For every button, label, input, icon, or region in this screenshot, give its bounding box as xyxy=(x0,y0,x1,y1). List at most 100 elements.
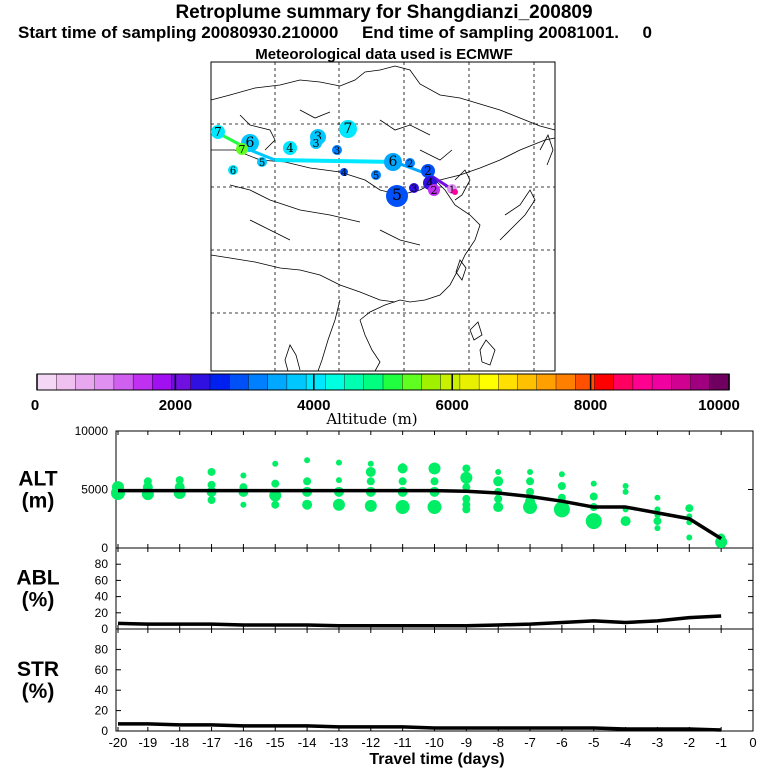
cluster-point xyxy=(526,477,535,486)
cluster-point xyxy=(430,477,439,486)
map-cluster-label: 2 xyxy=(407,159,413,170)
y-tick-label: 0 xyxy=(101,541,108,555)
cluster-point xyxy=(686,534,693,541)
map-cluster-label: 5 xyxy=(392,185,402,204)
panel-y-label: (m) xyxy=(22,490,55,513)
map-cluster-marker xyxy=(236,143,248,155)
x-tick-label: -20 xyxy=(109,735,128,750)
cluster-point xyxy=(654,525,661,532)
map-cluster-marker xyxy=(332,145,342,155)
map-cluster-label: 6 xyxy=(389,154,398,170)
cluster-point xyxy=(111,486,125,501)
map-cluster-label: 1 xyxy=(449,185,455,196)
map-cluster-label: 5 xyxy=(373,171,379,182)
cluster-point xyxy=(398,477,407,486)
cluster-point xyxy=(558,471,565,478)
colorbar-label: Altitude (m) xyxy=(325,410,417,428)
map-cluster-label: 4 xyxy=(286,141,294,155)
x-tick-label: -5 xyxy=(588,735,600,750)
cluster-point xyxy=(366,477,375,486)
colorbar-cell xyxy=(536,373,557,391)
colorbar-cell xyxy=(459,373,480,391)
cluster-point xyxy=(462,483,471,492)
series-line xyxy=(117,614,722,628)
cluster-point xyxy=(527,468,534,475)
x-tick-label: -11 xyxy=(394,735,412,750)
y-tick-label: 5000 xyxy=(81,483,108,497)
map-cluster-marker xyxy=(228,165,238,175)
x-tick-label: -4 xyxy=(620,735,632,750)
met-data-line: Meteorological data used is ECMWF xyxy=(255,46,513,63)
colorbar-cell xyxy=(286,373,307,391)
cluster-point xyxy=(620,516,631,527)
cluster-point xyxy=(715,536,728,549)
str-panel: 0 20 40 60 80 STR(%) xyxy=(17,629,754,738)
cluster-point xyxy=(589,492,598,501)
cluster-point xyxy=(590,480,597,487)
colorbar-cell xyxy=(671,373,692,391)
colorbar-cell xyxy=(209,373,230,391)
x-tick-label: -14 xyxy=(298,735,317,750)
x-tick-label: -10 xyxy=(425,735,444,750)
colorbar-cell xyxy=(248,373,269,391)
map-cluster-marker xyxy=(339,120,357,138)
y-tick-label: 20 xyxy=(95,606,109,620)
colorbar-cell xyxy=(613,373,634,391)
colorbar-cell xyxy=(344,373,365,391)
map-cluster-label: 2 xyxy=(431,184,438,197)
abl-panel-frame xyxy=(115,547,754,630)
colorbar-cell xyxy=(94,373,115,391)
x-tick-label: -6 xyxy=(556,735,568,750)
y-tick-label: 60 xyxy=(95,663,109,677)
colorbar-cell xyxy=(709,373,730,391)
map-cluster-label: 7 xyxy=(344,121,353,137)
cluster-point xyxy=(207,480,216,489)
map-cluster-label: 6 xyxy=(230,166,236,177)
map-cluster-marker xyxy=(384,153,402,171)
cluster-point xyxy=(271,479,280,488)
cluster-point xyxy=(367,460,374,467)
colorbar-cell xyxy=(498,373,519,391)
x-tick-label: -12 xyxy=(361,735,380,750)
colorbar-cell xyxy=(363,373,384,391)
cluster-point xyxy=(557,481,566,490)
cluster-point xyxy=(365,466,376,477)
cluster-point xyxy=(428,462,441,475)
cluster-point xyxy=(494,494,503,503)
colorbar-cell xyxy=(690,373,711,391)
map-cluster-label: 7 xyxy=(239,143,246,156)
cluster-point xyxy=(207,496,216,505)
cluster-point xyxy=(654,494,661,501)
x-tick-label: -13 xyxy=(330,735,349,750)
x-tick-label: -2 xyxy=(684,735,696,750)
map-frame xyxy=(210,61,556,372)
map-cluster-label: 4 xyxy=(426,176,434,190)
cluster-point xyxy=(271,500,280,509)
colorbar-cell xyxy=(325,373,346,391)
cluster-point xyxy=(335,459,342,466)
map-cluster-label: 6 xyxy=(246,135,255,151)
cluster-point xyxy=(175,476,184,485)
map-cluster-label: 7 xyxy=(214,125,222,139)
x-axis: -20 -19 -18 -17 -16 -15 -14 -13 -12 -11 -10 -9 -8 -7-… xyxy=(109,735,757,750)
cluster-point xyxy=(240,472,247,479)
cluster-point xyxy=(622,482,629,489)
cluster-point xyxy=(553,501,570,518)
colorbar-cell xyxy=(36,373,57,391)
map-clusters: 76765433734562234521 xyxy=(211,120,457,207)
cluster-point xyxy=(302,499,313,510)
cluster-point xyxy=(460,471,473,484)
map-cluster-marker xyxy=(421,164,435,178)
colorbar-tick-label: 6000 xyxy=(436,397,469,414)
map-cluster-marker xyxy=(340,168,348,176)
map-cluster-label: 3 xyxy=(313,137,320,150)
station-marker xyxy=(452,189,458,195)
map-cluster-label: 3 xyxy=(334,146,340,157)
colorbar-cell xyxy=(575,373,596,391)
cluster-point xyxy=(303,477,312,486)
map-cluster-marker xyxy=(211,125,225,139)
colorbar-cell xyxy=(402,373,423,391)
x-tick-label: -1 xyxy=(715,735,727,750)
y-tick-label: 80 xyxy=(95,642,109,656)
